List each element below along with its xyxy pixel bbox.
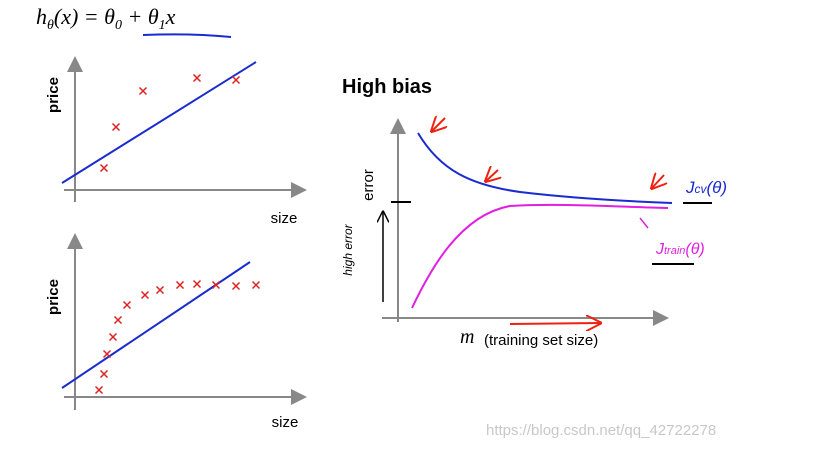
point-mark <box>99 163 109 173</box>
train-curve <box>411 203 669 309</box>
y-label: price <box>45 77 62 113</box>
point-mark <box>192 73 202 83</box>
fit-line <box>61 61 257 184</box>
point-mark <box>231 281 241 291</box>
points <box>94 279 261 395</box>
x-label: size <box>271 210 298 227</box>
y-note: high error <box>341 223 355 275</box>
watermark: https://blog.csdn.net/qq_42722278 <box>486 422 716 439</box>
x-symbol: m <box>460 326 474 348</box>
top-plot: price size <box>45 56 307 227</box>
x-label: size <box>272 414 299 431</box>
point-mark <box>113 315 123 325</box>
train-label: Jtrain(θ) <box>655 241 705 258</box>
arrow <box>652 175 664 188</box>
point-mark <box>155 285 165 295</box>
point-mark <box>175 280 185 290</box>
x-label: (training set size) <box>484 332 598 349</box>
arrow <box>639 217 649 229</box>
bottom-plot: price size <box>45 233 307 431</box>
point-mark <box>192 279 202 289</box>
point-mark <box>108 332 118 342</box>
formula: hθ(x) = θ0 + θ1x <box>36 4 176 33</box>
point-mark <box>211 280 221 290</box>
point-mark <box>251 280 261 290</box>
fit-line <box>61 261 251 389</box>
arrow <box>432 118 445 131</box>
point-mark <box>140 290 150 300</box>
point-mark <box>138 86 148 96</box>
point-mark <box>99 369 109 379</box>
cv-curve <box>417 132 673 204</box>
point-mark <box>231 75 241 85</box>
points <box>99 73 241 173</box>
underline <box>142 33 232 38</box>
cv-label: Jcv(θ) <box>685 178 727 197</box>
learning-curve: High bias error high error m (training s… <box>341 76 727 349</box>
point-mark <box>111 122 121 132</box>
point-mark <box>94 385 104 395</box>
arrow <box>486 170 498 181</box>
point-mark <box>102 349 112 359</box>
y-label: error <box>360 169 377 201</box>
point-mark <box>122 300 132 310</box>
y-label: price <box>45 279 62 315</box>
arrow <box>509 323 600 324</box>
title: High bias <box>342 76 432 98</box>
